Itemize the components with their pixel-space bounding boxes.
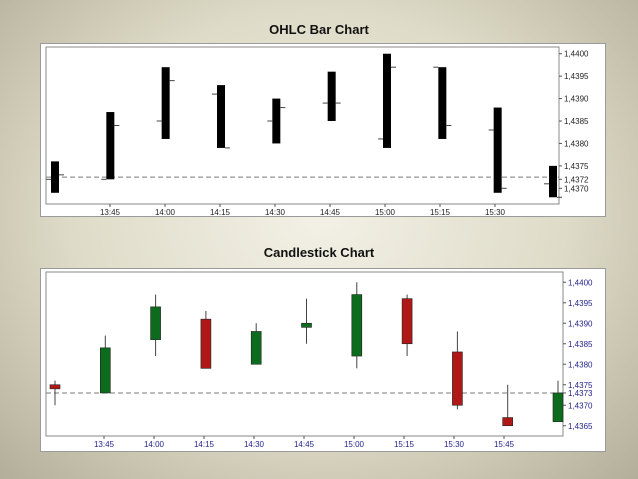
candle-body-up xyxy=(150,306,161,340)
x-tick-label: 14:45 xyxy=(294,440,315,449)
ohlc-bar xyxy=(493,107,502,193)
y-tick-label: 1,4375 xyxy=(564,162,589,171)
y-tick-label: 1,4380 xyxy=(568,360,593,369)
y-tick-label: 1,4390 xyxy=(568,319,593,328)
candle-body-up xyxy=(250,331,262,365)
ohlc-bar xyxy=(438,67,447,139)
x-tick-label: 15:00 xyxy=(375,208,396,216)
plot-frame xyxy=(45,46,560,205)
y-tick-label: 1,4370 xyxy=(568,401,593,410)
candle-body-down xyxy=(502,417,514,427)
y-tick-label: 1,4400 xyxy=(568,278,593,287)
ohlc-bar xyxy=(549,165,557,198)
x-tick-label: 14:00 xyxy=(155,208,176,216)
y-tick-label: 1,4395 xyxy=(564,72,589,81)
ohlc-bar xyxy=(51,161,59,193)
y-tick-label: 1,4380 xyxy=(564,139,589,148)
candle-body-up xyxy=(99,347,111,394)
x-tick-label: 14:00 xyxy=(144,440,165,449)
candle-body-down xyxy=(452,351,463,406)
x-tick-label: 15:30 xyxy=(485,208,506,216)
x-tick-label: 15:30 xyxy=(444,440,465,449)
ohlc-bar xyxy=(383,53,391,148)
y-tick-label: 1,4372 xyxy=(564,175,589,184)
ohlc-bar xyxy=(217,85,225,148)
x-tick-label: 13:45 xyxy=(100,208,121,216)
x-tick-label: 15:15 xyxy=(394,440,415,449)
ohlc-bar xyxy=(106,112,115,180)
y-tick-label: 1,4365 xyxy=(568,422,593,431)
candle-body-down xyxy=(200,318,212,369)
x-tick-label: 14:15 xyxy=(194,440,215,449)
candle-body-up xyxy=(351,294,363,357)
y-tick-label: 1,4390 xyxy=(564,95,589,104)
x-tick-label: 14:15 xyxy=(210,208,231,216)
candlestick-chart-panel: 1,4400 1,4395 1,4390 1,4385 1,4380 1,4375 1,43… xyxy=(40,268,606,452)
y-tick-label: 1,4373 xyxy=(568,389,593,398)
ohlc-bar xyxy=(272,98,281,144)
y-tick-label: 1,4395 xyxy=(568,299,593,308)
candlestick-chart-title: Candlestick Chart xyxy=(263,245,375,260)
plot-frame xyxy=(45,271,564,437)
candle-body-down xyxy=(49,384,61,390)
ohlc-bar xyxy=(327,71,336,122)
candlestick-chart: 1,44001,43951,43901,43851,43801,43751,43… xyxy=(45,271,593,449)
ohlc-chart-panel: 1,4400 1,4395 1,4390 1,4385 1,4380 1,4375 1,43… xyxy=(40,43,606,217)
y-tick-label: 1,4375 xyxy=(568,381,593,390)
x-tick-label: 14:30 xyxy=(244,440,265,449)
y-tick-label: 1,4385 xyxy=(564,117,589,126)
y-tick-label: 1,4370 xyxy=(564,184,589,193)
y-tick-label: 1,4400 xyxy=(564,50,589,59)
candle-body-up xyxy=(552,392,564,422)
x-tick-label: 15:00 xyxy=(344,440,365,449)
candle-body-up xyxy=(301,322,312,328)
x-tick-label: 15:45 xyxy=(494,440,515,449)
x-tick-label: 13:45 xyxy=(94,440,115,449)
x-tick-label: 15:15 xyxy=(430,208,451,216)
x-tick-label: 14:30 xyxy=(265,208,286,216)
x-tick-label: 14:45 xyxy=(320,208,341,216)
y-tick-label: 1,4385 xyxy=(568,340,593,349)
ohlc-bar xyxy=(161,67,170,139)
ohlc-chart-title: OHLC Bar Chart xyxy=(269,22,369,37)
candle-body-down xyxy=(401,298,413,345)
ohlc-chart: 1,4400 1,4395 1,4390 1,4385 1,4380 1,4375 1,43… xyxy=(45,46,589,216)
